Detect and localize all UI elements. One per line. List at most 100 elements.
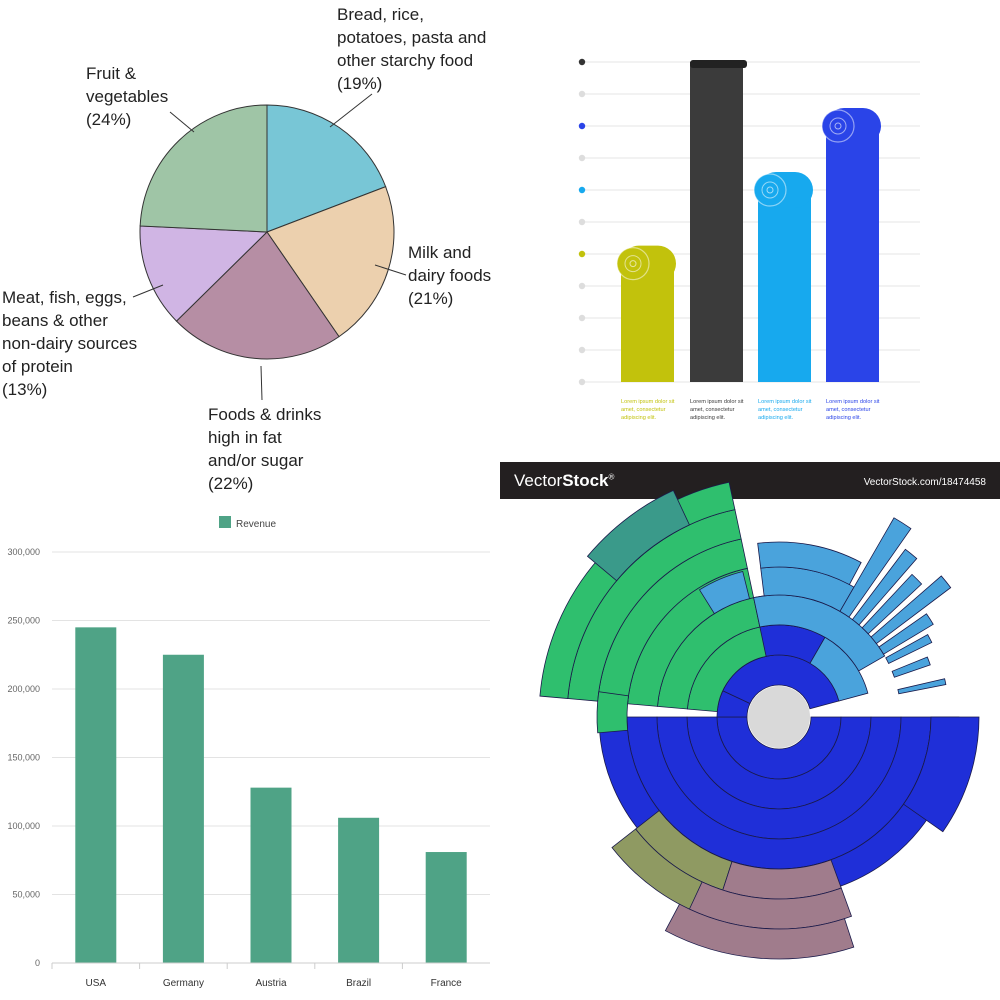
ribbon-roll-end xyxy=(821,109,855,143)
axis-dot xyxy=(578,282,586,290)
pie-slice xyxy=(139,225,269,322)
revenue-bar xyxy=(250,787,292,963)
bar-caption: amet, consectetur xyxy=(690,407,735,413)
pie-slice-label: Bread, rice, xyxy=(337,5,424,24)
pie-chart-svg: Bread, rice, potatoes, pasta and other sta… xyxy=(2,5,491,493)
pie-slice-label: non-dairy sources xyxy=(2,334,137,353)
logo-regular-text: Vector xyxy=(514,471,563,490)
pie-leader-line xyxy=(169,111,195,133)
x-category-label: France xyxy=(431,978,463,989)
sunburst-arc xyxy=(902,716,980,833)
bar-caption: amet, consectetur xyxy=(826,407,871,413)
pie-leader-line xyxy=(329,93,373,128)
pie-slice-label: (24%) xyxy=(86,110,131,129)
ribbon-chart-svg: Lorem ipsum dolor sit amet, consectetur ad… xyxy=(578,58,920,421)
ribbon-bar xyxy=(690,62,743,382)
ribbon-roll-end xyxy=(616,247,650,281)
sunburst-arc xyxy=(586,489,690,582)
ribbon-bar xyxy=(826,126,879,382)
pie-slice-label: of protein xyxy=(2,357,73,376)
sunburst-spike xyxy=(885,634,933,665)
sunburst-chart: VectorStock® VectorStock.com/18474458 xyxy=(500,462,1000,1000)
pie-slice xyxy=(175,231,340,360)
pie-slice-label: (21%) xyxy=(408,289,453,308)
pie-slice-label: vegetables xyxy=(86,87,168,106)
x-category-label: Brazil xyxy=(346,978,371,989)
axis-dot xyxy=(578,218,586,226)
pie-slice-label: other starchy food xyxy=(337,51,473,70)
pie-slice-label: high in fat xyxy=(208,428,282,447)
bar-chart-svg: 0 50,000 100,000 150,000 200,000 250,000 300,0… xyxy=(7,516,490,989)
pie-slice-label: dairy foods xyxy=(408,266,491,285)
ribbon-bar xyxy=(758,190,811,382)
y-tick-label: 300,000 xyxy=(7,547,40,557)
y-tick-label: 50,000 xyxy=(12,890,40,900)
x-category-label: Austria xyxy=(255,978,287,989)
logo-bold-text: Stock xyxy=(562,471,609,490)
pie-slice-label: Milk and xyxy=(408,243,471,262)
sunburst-spike xyxy=(878,613,934,655)
y-tick-label: 200,000 xyxy=(7,684,40,694)
legend-label: Revenue xyxy=(236,519,276,530)
x-category-label: USA xyxy=(86,978,107,989)
ribbon-bar-chart: Lorem ipsum dolor sit amet, consectetur ad… xyxy=(500,0,1000,460)
logo-reg-mark: ® xyxy=(608,472,615,482)
legend-swatch xyxy=(219,516,231,528)
bar-caption: amet, consectetur xyxy=(758,407,803,413)
y-tick-label: 250,000 xyxy=(7,616,40,626)
bar-caption: Lorem ipsum dolor sit xyxy=(690,399,744,405)
y-tick-label: 100,000 xyxy=(7,821,40,831)
ribbon-roll-end xyxy=(753,173,787,207)
sunburst-spike xyxy=(891,656,931,678)
ribbon-roll xyxy=(690,60,747,68)
pie-leader-line xyxy=(374,264,407,276)
bar-caption: adipiscing elit. xyxy=(621,415,657,421)
pie-slice-label: Fruit & xyxy=(86,64,137,83)
revenue-bar xyxy=(162,654,204,963)
ribbon-bar xyxy=(621,263,674,382)
revenue-bar-chart: 0 50,000 100,000 150,000 200,000 250,000 300,0… xyxy=(0,500,500,1000)
watermark-bar: VectorStock® VectorStock.com/18474458 xyxy=(500,462,1000,499)
bar-caption: Lorem ipsum dolor sit xyxy=(758,399,812,405)
ribbon-roll-spiral xyxy=(834,122,842,130)
pie-slice xyxy=(266,104,387,233)
pie-slice-label: (19%) xyxy=(337,74,382,93)
axis-dot xyxy=(578,186,586,194)
vectorstock-logo: VectorStock® xyxy=(514,471,614,491)
ribbon-roll-spiral xyxy=(829,117,847,135)
ribbon-roll-spiral xyxy=(624,255,642,273)
x-category-label: Germany xyxy=(163,978,204,989)
sunburst-spike xyxy=(897,678,947,695)
y-tick-label: 150,000 xyxy=(7,753,40,763)
sunburst-spike xyxy=(861,573,923,635)
pie-slice-label: Foods & drinks xyxy=(208,405,321,424)
pie-slice-label: and/or sugar xyxy=(208,451,304,470)
revenue-bar xyxy=(75,627,117,963)
pie-leader-line xyxy=(260,365,263,401)
sunburst-spike xyxy=(839,517,912,618)
bar-caption: adipiscing elit. xyxy=(690,415,726,421)
bar-caption: amet, consectetur xyxy=(621,407,666,413)
sunburst-arc xyxy=(757,541,862,586)
pie-leader-line xyxy=(132,284,164,298)
ribbon-roll-spiral xyxy=(766,186,774,194)
bar-caption: adipiscing elit. xyxy=(758,415,794,421)
axis-dot xyxy=(578,58,586,66)
pie-slice-label: beans & other xyxy=(2,311,108,330)
pie-slice-label: (22%) xyxy=(208,474,253,493)
sunburst-arc xyxy=(664,903,855,960)
axis-dot xyxy=(578,378,586,386)
axis-dot xyxy=(578,250,586,258)
sunburst-arc xyxy=(809,636,869,702)
revenue-bar xyxy=(425,852,467,963)
food-pie-chart: Bread, rice, potatoes, pasta and other sta… xyxy=(0,0,500,500)
y-tick-label: 0 xyxy=(35,958,40,968)
axis-dot xyxy=(578,122,586,130)
bar-caption: adipiscing elit. xyxy=(826,415,862,421)
watermark-url: VectorStock.com/18474458 xyxy=(863,477,986,488)
revenue-bar xyxy=(338,817,380,963)
pie-slice-label: Meat, fish, eggs, xyxy=(2,288,127,307)
axis-dot xyxy=(578,90,586,98)
bar-caption: Lorem ipsum dolor sit xyxy=(621,399,675,405)
sunburst-arc xyxy=(596,691,629,734)
